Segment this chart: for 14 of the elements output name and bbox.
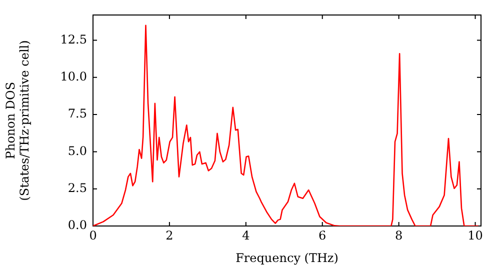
y-tick-label: 5.0 [68, 144, 87, 158]
y-axis-title: Phonon DOS (States/THz·primitive cell) [3, 40, 32, 201]
x-tick-label: 2 [166, 228, 174, 242]
x-tick-label: 8 [394, 228, 403, 242]
y-tick-label: 12.5 [60, 32, 87, 46]
x-tick-label: 0 [89, 228, 97, 242]
y-tick-label: 10.0 [60, 70, 87, 84]
x-tick-label: 10 [468, 228, 483, 242]
x-axis-title: Frequency (THz) [236, 250, 338, 265]
y-tick-label: 2.5 [68, 180, 87, 195]
y-tick-label: 0.0 [68, 218, 87, 232]
x-tick-label: 6 [318, 228, 326, 242]
x-tick-label: 4 [242, 228, 250, 242]
y-tick-label: 7.5 [68, 106, 87, 121]
